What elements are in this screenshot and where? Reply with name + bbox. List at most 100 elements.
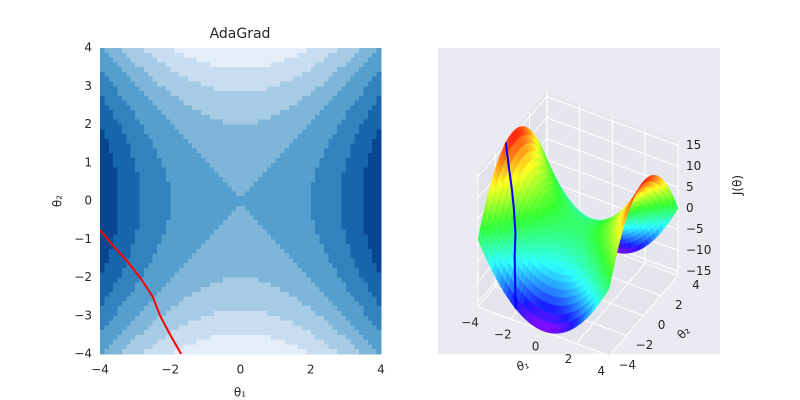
contour-cell [363, 210, 369, 216]
contour-cell [117, 310, 123, 317]
contour-cell [161, 191, 167, 197]
contour-cell [337, 114, 343, 121]
contour-cell [218, 162, 224, 169]
contour-cell [100, 301, 105, 307]
contour-cell [275, 153, 281, 159]
contour-cell [332, 52, 338, 59]
contour-cell [271, 339, 277, 346]
contour-cell [323, 157, 329, 164]
contour-cell [183, 330, 189, 336]
contour-cell [104, 296, 110, 303]
contour-cell [271, 229, 277, 236]
contour-cell [130, 95, 136, 102]
contour-cell [218, 153, 224, 159]
contour-cell [100, 215, 105, 221]
contour-cell [157, 186, 163, 193]
contour-cell [258, 119, 264, 126]
contour-cell [284, 124, 290, 130]
contour-cell [253, 234, 259, 240]
contour-cell [341, 258, 347, 264]
contour-cell [231, 134, 237, 140]
contour-cell [143, 253, 149, 259]
contour-cell [341, 229, 347, 236]
contour-cell [236, 91, 242, 97]
contour-cell [297, 301, 303, 307]
contour-cell [117, 234, 123, 240]
contour-cell [253, 196, 259, 202]
contour-cell [293, 310, 299, 317]
contour-cell [148, 48, 154, 54]
contour-cell [196, 248, 202, 255]
contour-cell [310, 134, 316, 140]
contour-cell [100, 114, 105, 121]
contour-cell [376, 334, 382, 341]
contour-cell [126, 191, 132, 197]
contour-cell [288, 229, 294, 236]
contour-cell [297, 91, 303, 97]
contour-cell [104, 224, 110, 231]
contour-cell [205, 62, 211, 68]
contour-cell [236, 263, 242, 269]
contour-cell [363, 148, 369, 154]
contour-cell [227, 67, 233, 73]
contour-cell [244, 291, 250, 298]
contour-cell [227, 349, 233, 355]
contour-cell [271, 325, 277, 331]
contour-cell [293, 153, 299, 159]
contour-cell [350, 143, 356, 150]
contour-cell [341, 76, 347, 83]
contour-cell [222, 248, 228, 255]
contour-cell [262, 334, 268, 341]
contour-cell [328, 57, 334, 63]
contour-cell [139, 287, 145, 293]
contour-cell [310, 291, 316, 298]
contour-cell [236, 287, 242, 293]
contour-cell [363, 91, 369, 97]
contour-cell [214, 253, 220, 259]
contour-cell [253, 167, 259, 173]
contour-cell [227, 315, 233, 322]
contour-cell [170, 100, 176, 106]
contour-cell [170, 148, 176, 154]
contour-cell [139, 282, 145, 288]
contour-cell [319, 291, 325, 298]
contour-cell [328, 234, 334, 240]
contour-cell [271, 157, 277, 164]
contour-cell [100, 248, 105, 255]
grid-line [546, 96, 679, 146]
contour-cell [301, 310, 307, 317]
contour-cell [205, 306, 211, 312]
contour-cell [135, 81, 141, 87]
contour-cell [108, 143, 114, 150]
contour-cell [310, 253, 316, 259]
contour-cell [157, 205, 163, 212]
contour-cell [359, 201, 365, 207]
contour-cell [249, 215, 255, 221]
contour-cell [205, 110, 211, 116]
contour-cell [350, 325, 356, 331]
contour-cell [148, 220, 154, 226]
contour-cell [139, 258, 145, 264]
contour-cell [113, 282, 119, 288]
contour-cell [363, 62, 369, 68]
contour-cell [205, 167, 211, 173]
contour-cell [157, 201, 163, 207]
contour-cell [222, 220, 228, 226]
contour-cell [266, 287, 272, 293]
contour-cell [139, 267, 145, 274]
contour-cell [284, 86, 290, 92]
contour-cell [301, 114, 307, 121]
contour-cell [332, 282, 338, 288]
contour-cell [126, 210, 132, 216]
contour-cell [266, 153, 272, 159]
contour-cell [170, 81, 176, 87]
contour-cell [227, 334, 233, 341]
contour-cell [117, 167, 123, 173]
contour-cell [345, 320, 351, 326]
contour-cell [288, 220, 294, 226]
contour-cell [253, 330, 259, 336]
contour-cell [205, 205, 211, 212]
contour-cell [192, 134, 198, 140]
contour-cell [121, 181, 127, 188]
contour-cell [359, 124, 365, 130]
